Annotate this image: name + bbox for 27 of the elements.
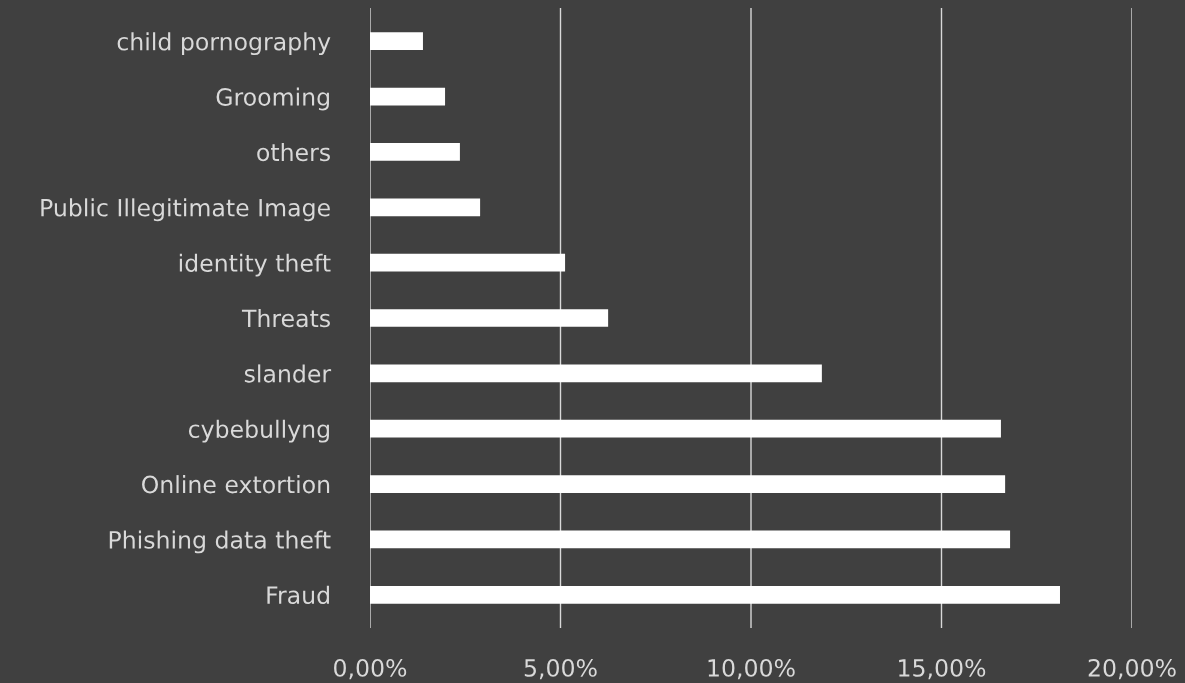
bar (370, 475, 1006, 493)
bar (370, 87, 446, 106)
y-tick-label: Grooming (216, 87, 329, 111)
y-tick-label: Threats (241, 309, 330, 328)
bar (370, 309, 609, 327)
bar (370, 419, 1001, 438)
bar (370, 364, 822, 383)
y-tick-label: Fraud (267, 585, 329, 605)
bar (370, 585, 1060, 604)
bar (370, 253, 566, 272)
x-tick-label: 5,00% (524, 658, 597, 680)
y-tick-label: Online extortion (142, 475, 330, 494)
x-tick-label: 15,00% (899, 658, 986, 680)
x-tick-label: 0,00% (334, 658, 407, 680)
bar (370, 198, 481, 217)
y-tick-label: Public Illegitimate Image (41, 198, 330, 222)
y-tick-label: others (257, 142, 330, 162)
bar (370, 143, 460, 161)
y-tick-label: identity theft (179, 253, 331, 277)
y-tick-label: Phishing data theft (109, 530, 331, 554)
y-tick-label: child pornography (117, 32, 331, 56)
bar (370, 530, 1011, 549)
bar (370, 32, 423, 51)
y-tick-label: slander (244, 364, 332, 383)
x-tick-label: 10,00% (708, 658, 795, 680)
y-tick-label: cybebullyng (188, 419, 329, 443)
x-tick-label: 20,00% (1088, 658, 1176, 680)
